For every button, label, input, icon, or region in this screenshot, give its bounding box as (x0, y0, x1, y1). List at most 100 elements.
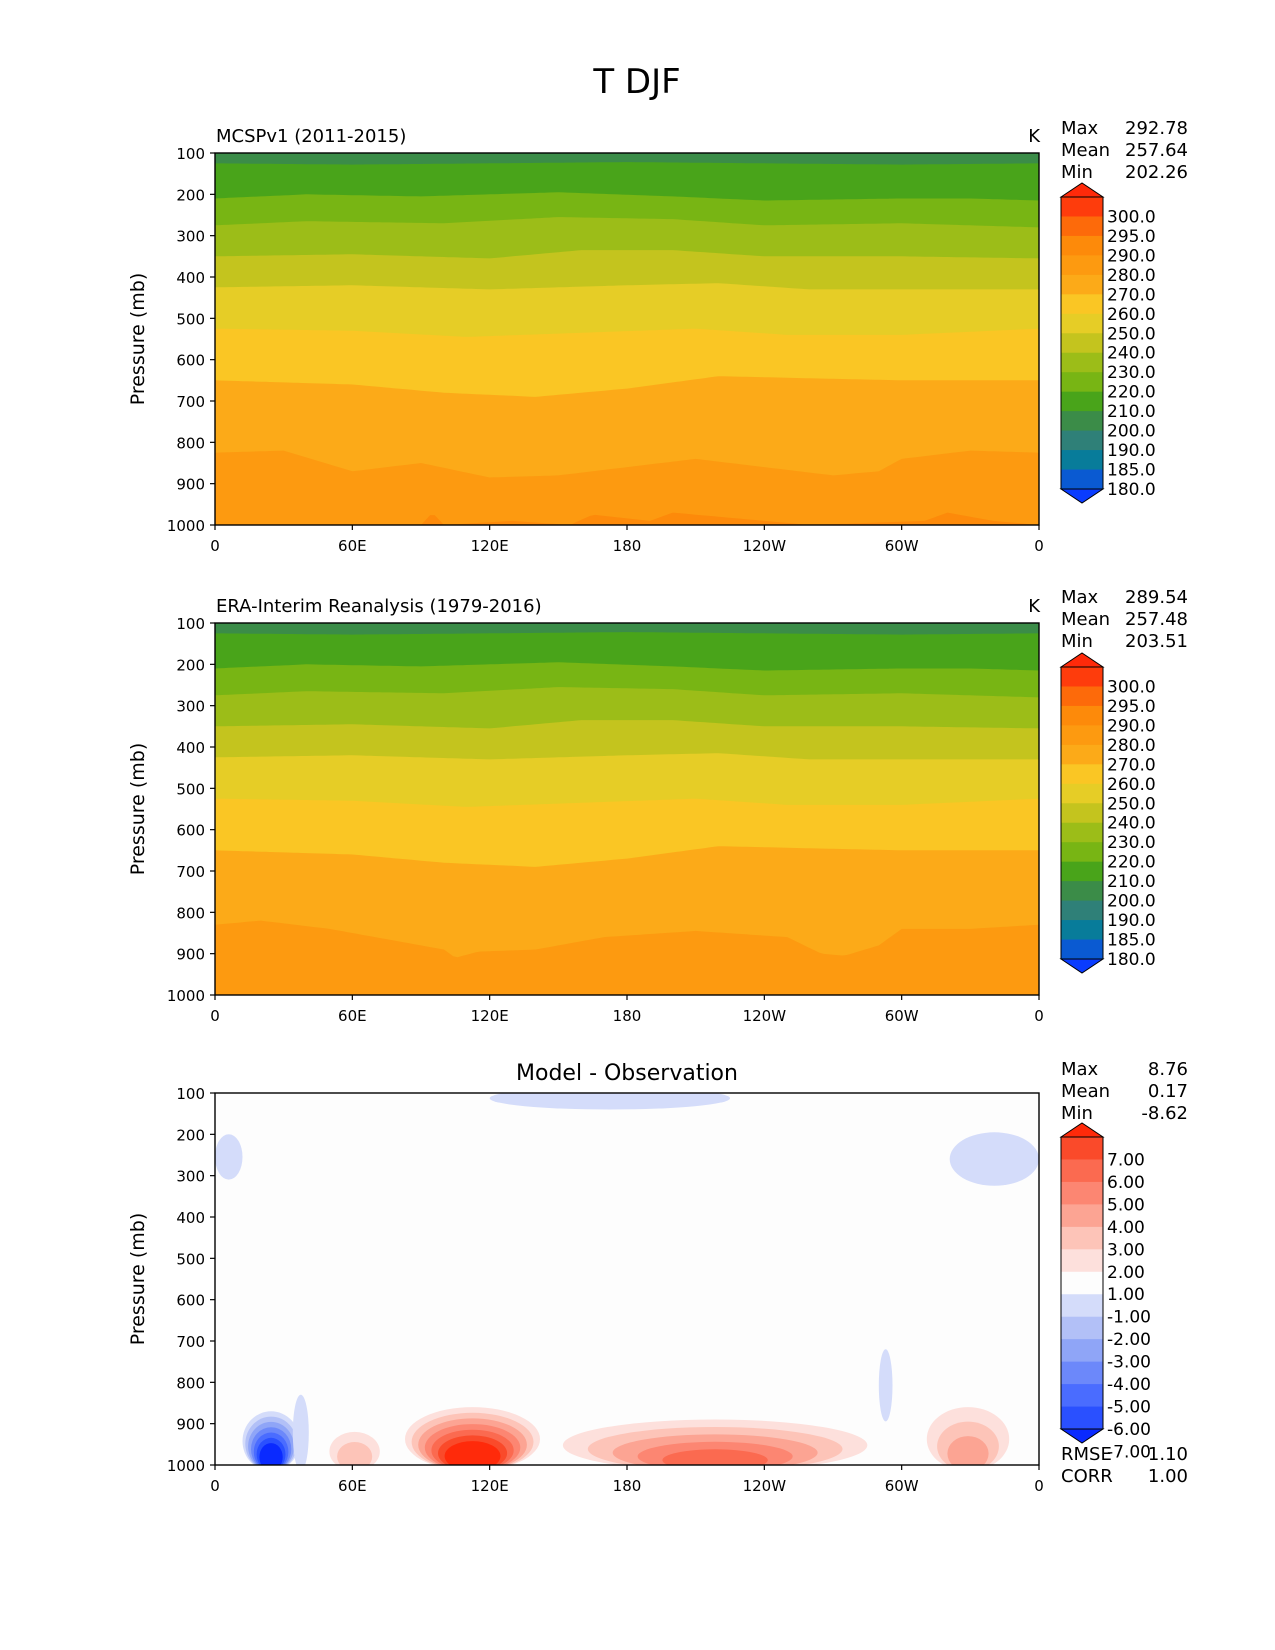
colorbar-swatch (1061, 1204, 1103, 1228)
colorbar-tick-label: 200.0 (1107, 422, 1156, 442)
anomaly-0-level-1 (489, 1093, 730, 1110)
metrics-box: RMSE 1.10 CORR 1.00 (1061, 1444, 1188, 1487)
colorbar-tick-label: 180.0 (1107, 950, 1156, 970)
stats-box: Max 8.76 Mean 0.17 Min -8.62 (1061, 1059, 1188, 1124)
x-tick-label: 60W (885, 1007, 919, 1025)
colorbar-swatch (1061, 313, 1103, 334)
stat-value-mean: 0.17 (1148, 1081, 1188, 1102)
y-tick-label: 900 (176, 476, 205, 494)
y-tick-label: 1000 (167, 1457, 205, 1475)
x-tick-label: 180 (613, 1007, 642, 1025)
colorbar-swatch (1061, 783, 1103, 804)
x-tick-label: 0 (1034, 1007, 1044, 1025)
colorbar-tick-label: 190.0 (1107, 441, 1156, 461)
x-tick-label: 0 (210, 537, 220, 555)
colorbar-tick-label: -7.00 (1107, 1443, 1151, 1463)
colorbar-tick-label: -1.00 (1107, 1308, 1151, 1328)
stat-value-max: 8.76 (1148, 1059, 1188, 1080)
y-tick-label: 400 (176, 1209, 205, 1227)
y-tick-label: 900 (176, 1416, 205, 1434)
colorbar-tick-label: 185.0 (1107, 461, 1156, 481)
colorbar-swatch (1061, 1159, 1103, 1183)
anomaly-7-level-7 (444, 1441, 501, 1465)
colorbar-swatch (1061, 764, 1103, 785)
colorbar-tick-label: 295.0 (1107, 697, 1156, 717)
colorbar-tick-label: 1.00 (1107, 1285, 1145, 1305)
x-tick-label: 120E (471, 537, 509, 555)
panel-title: Model - Observation (516, 1061, 738, 1086)
y-tick-label: 700 (176, 863, 205, 881)
colorbar-swatch (1061, 1406, 1103, 1430)
colorbar-swatch (1061, 1361, 1103, 1385)
y-tick-label: 800 (176, 904, 205, 922)
colorbar-tick-label: 210.0 (1107, 402, 1156, 422)
colorbar-tick-label: -4.00 (1107, 1375, 1151, 1395)
y-tick-label: 200 (176, 186, 205, 204)
colorbar-swatch (1061, 1181, 1103, 1205)
colorbar-frame (1060, 666, 1104, 960)
contour-field (215, 153, 1039, 526)
metric-label-rmse: RMSE (1061, 1444, 1112, 1465)
colorbar-frame (1060, 1136, 1104, 1430)
colorbar-swatch (1061, 725, 1103, 746)
colorbar-tick-label: 290.0 (1107, 246, 1156, 266)
stats-box: Max 292.78 Mean 257.64 Min 202.26 (1061, 118, 1188, 183)
x-tick-label: 60E (338, 537, 367, 555)
colorbar-swatch (1061, 667, 1103, 687)
colorbar-tick-label: 240.0 (1107, 814, 1156, 834)
x-tick-label: 120E (471, 1477, 509, 1495)
colorbar-tick-label: -5.00 (1107, 1398, 1151, 1418)
anomaly-3-level-7 (259, 1443, 283, 1465)
y-tick-label: 600 (176, 822, 205, 840)
colorbar-extend-min (1059, 1428, 1105, 1444)
colorbar-tick-label: 280.0 (1107, 736, 1156, 756)
colorbar-tick-label: 240.0 (1107, 344, 1156, 364)
colorbar-swatch (1061, 352, 1103, 373)
colorbar-tick-label: -3.00 (1107, 1353, 1151, 1373)
colorbar-tick-label: 230.0 (1107, 833, 1156, 853)
colorbar-swatch (1061, 197, 1103, 217)
stat-label-min: Min (1061, 631, 1093, 652)
y-tick-label: 400 (176, 739, 205, 757)
y-tick-label: 500 (176, 310, 205, 328)
colorbar-tick-label: 270.0 (1107, 285, 1156, 305)
y-tick-label: 200 (176, 656, 205, 674)
colorbar-extend-min (1059, 958, 1105, 974)
colorbar-swatch (1061, 391, 1103, 412)
colorbar-swatch (1061, 744, 1103, 765)
x-tick-label: 0 (1034, 1477, 1044, 1495)
contour-field (215, 1093, 1039, 1465)
colorbar-swatch (1061, 469, 1103, 490)
x-tick-label: 60W (885, 537, 919, 555)
anomaly-6-level-2 (337, 1442, 373, 1465)
colorbar-extend-max (1059, 652, 1105, 668)
anomaly-9-level-3 (947, 1436, 989, 1465)
y-tick-label: 200 (176, 1126, 205, 1144)
colorbar-extend-max (1059, 1122, 1105, 1138)
stat-value-min: -8.62 (1141, 1103, 1188, 1124)
colorbar-tick-label: 7.00 (1107, 1151, 1145, 1171)
x-tick-label: 180 (613, 537, 642, 555)
colorbar-swatch (1061, 1226, 1103, 1250)
anomaly-layer (215, 1093, 1039, 1465)
colorbar-tick-label: 300.0 (1107, 678, 1156, 698)
anomaly-8-level-5 (662, 1449, 768, 1465)
colorbar-tick-label: 6.00 (1107, 1173, 1145, 1193)
colorbar-tick-label: 250.0 (1107, 324, 1156, 344)
y-tick-label: 300 (176, 228, 205, 246)
x-tick-label: 60E (338, 1477, 367, 1495)
y-tick-label: 1000 (167, 987, 205, 1005)
panel-title: ERA-Interim Reanalysis (1979-2016) (216, 596, 542, 617)
background-zero (215, 1093, 1039, 1465)
colorbar-swatch (1061, 705, 1103, 726)
colorbar-tick-label: 270.0 (1107, 755, 1156, 775)
colorbar-swatch (1061, 294, 1103, 315)
colorbar-tick-label: 260.0 (1107, 305, 1156, 325)
x-tick-label: 120W (743, 537, 787, 555)
colorbar-swatch (1061, 1249, 1103, 1273)
x-axis-ticks: 0 60E 120E 180 120W 60W 0 (210, 525, 1044, 555)
x-tick-label: 120E (471, 1007, 509, 1025)
colorbar-swatch (1061, 900, 1103, 921)
anomaly-2-level-1 (949, 1132, 1039, 1186)
